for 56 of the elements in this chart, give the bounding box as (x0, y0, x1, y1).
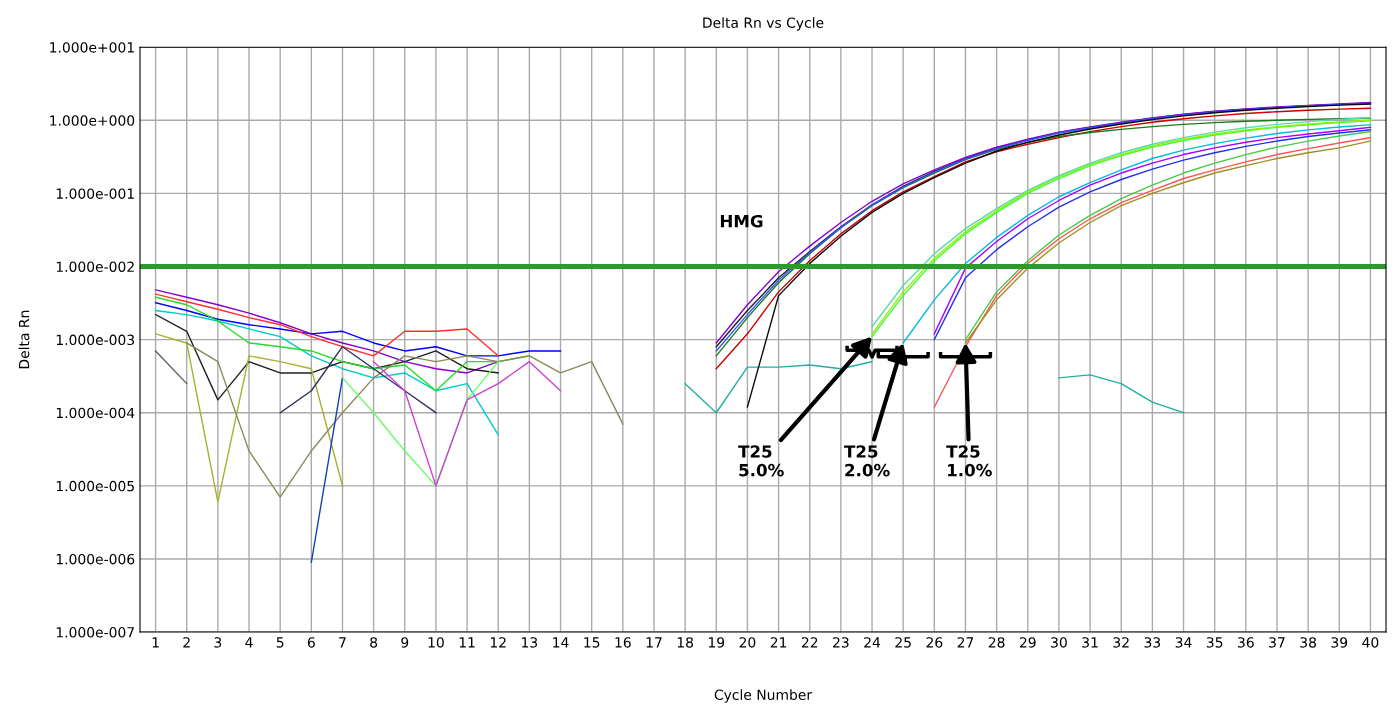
y-tick-label: 1.000e-003 (56, 334, 135, 346)
x-tick-label: 11 (459, 637, 475, 648)
y-axis-title: Delta Rn (18, 310, 30, 369)
x-tick-label: 32 (1113, 637, 1129, 648)
annotation: T25 1.0% (946, 445, 992, 477)
x-tick-label: 25 (895, 637, 911, 648)
x-tick-label: 40 (1362, 637, 1379, 648)
x-axis-title: Cycle Number (714, 689, 813, 703)
x-tick-label: 8 (370, 637, 378, 648)
annotation: T25 5.0% (738, 445, 784, 477)
y-tick-label: 1.000e-002 (56, 261, 134, 272)
x-tick-label: 18 (677, 637, 694, 648)
x-tick-label: 39 (1331, 637, 1348, 648)
x-tick-label: 27 (957, 637, 974, 648)
x-tick-label: 21 (770, 637, 787, 648)
x-tick-label: 28 (988, 637, 1005, 648)
x-tick-label: 5 (276, 637, 284, 648)
x-tick-label: 9 (401, 637, 409, 648)
x-tick-label: 30 (1051, 637, 1067, 648)
x-tick-label: 3 (214, 637, 222, 648)
x-tick-label: 38 (1300, 637, 1317, 648)
x-tick-label: 10 (428, 637, 444, 648)
x-tick-label: 16 (615, 637, 631, 648)
x-tick-label: 2 (183, 637, 190, 648)
x-tick-label: 4 (245, 637, 253, 648)
x-tick-label: 20 (739, 637, 756, 648)
x-tick-label: 33 (1144, 637, 1161, 648)
x-tick-label: 14 (553, 637, 569, 648)
x-tick-label: 29 (1019, 637, 1036, 648)
x-tick-label: 26 (926, 637, 943, 648)
x-tick-label: 23 (833, 637, 849, 648)
x-tick-label: 31 (1082, 637, 1098, 648)
x-tick-label: 24 (864, 637, 881, 648)
y-tick-label: 1.000e-004 (56, 407, 135, 419)
x-tick-label: 34 (1175, 637, 1192, 648)
y-tick-label: 1.000e-006 (56, 553, 135, 565)
y-tick-label: 1.000e-007 (56, 627, 134, 638)
annotation: T25 2.0% (844, 445, 890, 477)
y-tick-label: 1.000e-005 (56, 480, 134, 492)
y-tick-label: 1.000e-001 (56, 188, 134, 199)
x-tick-label: 22 (801, 637, 818, 648)
x-tick-label: 17 (646, 637, 662, 648)
x-tick-label: 15 (584, 637, 600, 648)
x-tick-label: 12 (490, 637, 506, 648)
x-tick-label: 6 (307, 637, 315, 648)
y-tick-label: 1.000e+001 (50, 42, 134, 53)
x-tick-label: 37 (1269, 637, 1285, 648)
x-tick-label: 35 (1206, 637, 1223, 648)
x-tick-label: 7 (339, 637, 346, 648)
x-tick-label: 19 (708, 637, 725, 648)
x-tick-label: 13 (522, 637, 538, 648)
annotation: HMG (720, 214, 763, 228)
y-tick-label: 1.000e+000 (50, 115, 135, 126)
x-tick-label: 1 (152, 637, 159, 648)
chart-title: Delta Rn vs Cycle (703, 17, 824, 31)
x-tick-label: 36 (1238, 637, 1254, 648)
